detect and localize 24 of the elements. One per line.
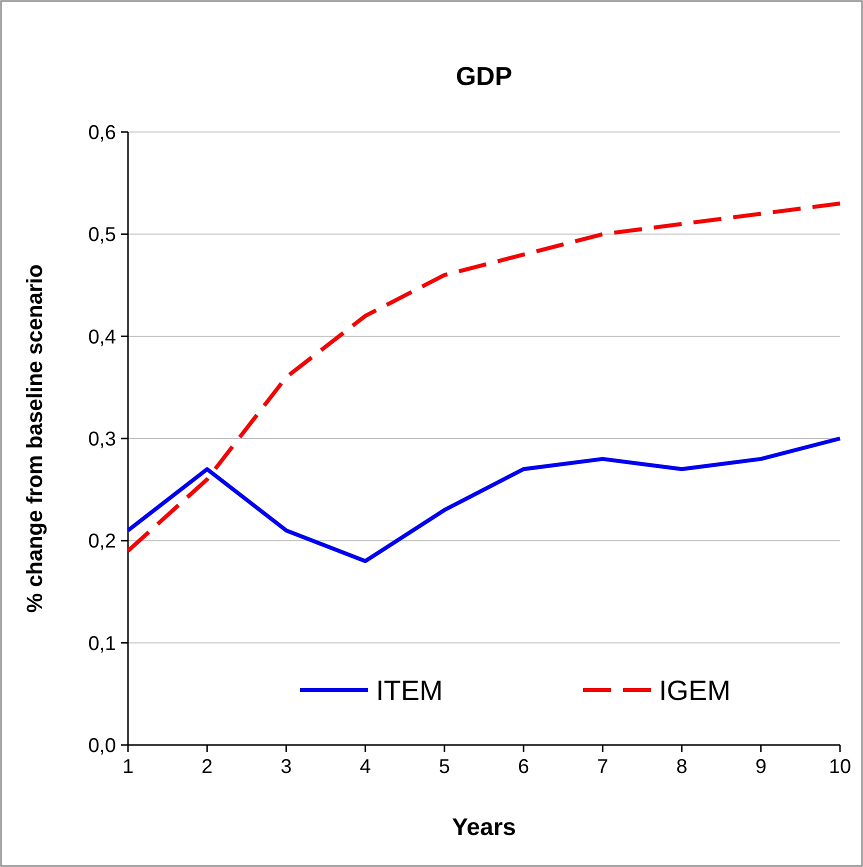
- x-tick-label: 7: [597, 756, 608, 778]
- x-tick-label: 6: [518, 756, 530, 778]
- legend-label: IGEM: [659, 674, 731, 706]
- x-tick-label: 9: [755, 756, 766, 778]
- x-tick-label: 2: [202, 756, 213, 778]
- x-tick-label: 4: [360, 756, 371, 778]
- y-tick-label: 0,1: [88, 632, 116, 655]
- chart-title: GDP: [456, 61, 512, 91]
- x-tick-label: 8: [676, 756, 688, 778]
- y-tick-label: 0,6: [88, 122, 116, 144]
- y-tick-label: 0,2: [88, 530, 116, 553]
- x-tick-label: 3: [280, 756, 292, 778]
- y-tick-label: 0,0: [88, 735, 116, 757]
- y-tick-label: 0,4: [88, 326, 116, 348]
- x-tick-label: 1: [122, 756, 134, 778]
- y-tick-label: 0,3: [88, 428, 116, 450]
- x-tick-label: 10: [828, 756, 852, 778]
- x-axis-title: Years: [452, 814, 516, 841]
- y-axis-title: % change from baseline scenario: [22, 264, 47, 613]
- legend-label: ITEM: [376, 674, 443, 706]
- y-tick-label: 0,5: [88, 224, 116, 246]
- x-tick-label: 5: [438, 756, 450, 778]
- line-series: [126, 202, 842, 553]
- line-series: [126, 436, 842, 564]
